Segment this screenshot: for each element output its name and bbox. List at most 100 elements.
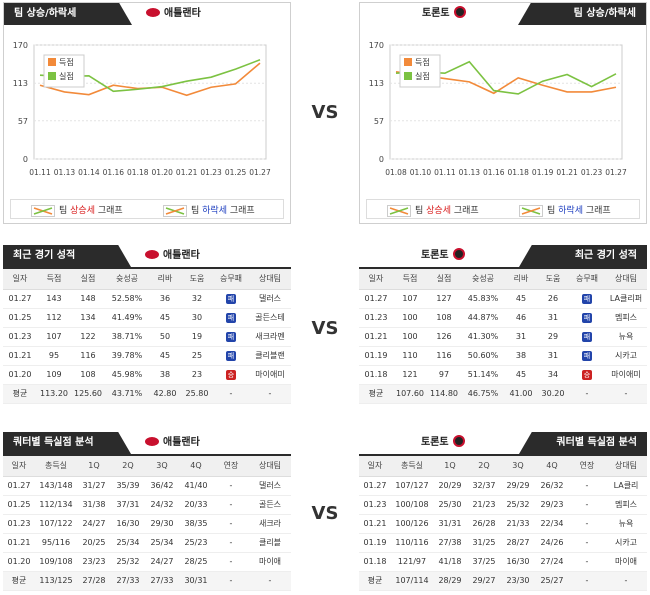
table-cell: 24/27 xyxy=(77,514,111,534)
table-cell: 31/27 xyxy=(77,476,111,496)
table-cell: - xyxy=(213,495,249,515)
table-cell: 39.78% xyxy=(105,346,149,366)
table-row: 01.27 107 127 45.83% 45 26 패 LA클리퍼 xyxy=(359,289,647,309)
table-cell: 116 xyxy=(71,346,105,366)
average-row: 평균 107.60 114.80 46.75% 41.00 30.20- - xyxy=(359,384,647,404)
table-cell: 31 xyxy=(537,346,569,366)
rise-graph-icon xyxy=(31,204,55,217)
column-header: 도움 xyxy=(537,269,569,290)
table-cell: 마이애 xyxy=(249,552,291,572)
right-chart-y-tick-label: 170 xyxy=(369,41,384,50)
column-header: 3Q xyxy=(501,456,535,477)
table-cell: 121 xyxy=(393,365,427,385)
table-cell: 25 xyxy=(181,346,213,366)
column-header: 득점 xyxy=(37,269,71,290)
table-row: 01.23 107/122 24/27 16/30 29/30 38/35- 새크라 xyxy=(3,514,291,534)
right-chart-legend-label: 실점 xyxy=(415,71,430,81)
table-cell: 23 xyxy=(181,365,213,385)
column-header: 3Q xyxy=(145,456,179,477)
column-header: 4Q xyxy=(179,456,213,477)
table-cell: 25/32 xyxy=(501,495,535,515)
table-cell: 108 xyxy=(427,308,461,328)
table-cell: 109 xyxy=(37,365,71,385)
table-cell: 16/30 xyxy=(111,514,145,534)
table-cell: 52.58% xyxy=(105,289,149,309)
table-cell: 01.25 xyxy=(3,308,37,328)
right-trend-team: 토론토 xyxy=(422,3,466,25)
table-row: 01.23 100 108 44.87% 46 31 패 멤피스 xyxy=(359,308,647,328)
right-quarter-title: 쿼터별 득실점 분석 xyxy=(519,432,647,454)
table-cell: 32/37 xyxy=(467,476,501,496)
right-quarter-panel: 토론토 쿼터별 득실점 분석 일자 총득실 1Q 2Q 3Q 4Q 연장 상대팀 01.27 10… xyxy=(359,432,647,594)
table-cell: 멤피스 xyxy=(605,308,647,328)
table-cell: 114.80 xyxy=(427,384,461,404)
right-trend-panel: 토론토 팀 상승/하락세 170 113 57 0 01.08 01.10 01.11 01.… xyxy=(359,2,647,224)
table-cell: 36 xyxy=(149,289,181,309)
column-header: 1Q xyxy=(77,456,111,477)
left-chart-legend-label: 득점 xyxy=(59,57,74,67)
table-cell: 마이애미 xyxy=(249,365,291,385)
right-fall-legend: 팀 하락세 그래프 xyxy=(519,203,611,217)
table-cell: 107 xyxy=(393,289,427,309)
column-header: 2Q xyxy=(111,456,145,477)
table-cell: 116 xyxy=(427,346,461,366)
table-cell: 20/25 xyxy=(77,533,111,553)
table-row: 01.25 112 134 41.49% 45 30 패 골든스테 xyxy=(3,308,291,328)
table-cell: 50.60% xyxy=(461,346,505,366)
column-header: 승무패 xyxy=(213,269,249,290)
table-cell: - xyxy=(569,476,605,496)
table-cell: LA클리퍼 xyxy=(605,289,647,309)
column-header: 총득실 xyxy=(391,456,433,477)
table-cell: 01.19 xyxy=(359,346,393,366)
left-chart-x-tick-label: 01.20 xyxy=(151,168,173,177)
table-cell: - xyxy=(569,514,605,534)
left-chart-legend-swatch xyxy=(48,72,56,80)
table-cell: 30.20 xyxy=(537,384,569,404)
loss-badge: 패 xyxy=(582,293,592,304)
loss-badge: 패 xyxy=(582,350,592,361)
table-cell: 29/29 xyxy=(501,476,535,496)
table-cell: 38 xyxy=(149,365,181,385)
table-cell: 29/30 xyxy=(145,514,179,534)
table-cell: 126 xyxy=(427,327,461,347)
table-cell: - xyxy=(605,571,647,591)
table-cell: 01.27 xyxy=(359,289,393,309)
column-header: 4Q xyxy=(535,456,569,477)
table-cell: 패 xyxy=(213,346,249,366)
table-cell: 30/31 xyxy=(179,571,213,591)
table-cell: 29/27 xyxy=(467,571,501,591)
table-cell: 38.71% xyxy=(105,327,149,347)
table-cell: 46 xyxy=(505,308,537,328)
table-cell: - xyxy=(213,384,249,404)
table-cell: 24/32 xyxy=(145,495,179,515)
left-trend-team: 애틀랜타 xyxy=(146,3,201,25)
table-cell: 43.71% xyxy=(105,384,149,404)
right-chart-x-tick-label: 01.16 xyxy=(483,168,505,177)
table-cell: 클리블랜 xyxy=(249,346,291,366)
loss-badge: 패 xyxy=(226,293,236,304)
left-rise-legend: 팀 상승세 그래프 xyxy=(31,203,123,217)
table-row: 01.20 109/108 23/23 25/32 24/27 28/25- 마이애 xyxy=(3,552,291,572)
right-recent-panel: 토론토 최근 경기 성적 일자 득점 실점 슛성공 리바 도움 승무패 상대팀 01.27 107… xyxy=(359,245,647,410)
left-chart-x-tick-label: 01.18 xyxy=(127,168,149,177)
table-cell: 30 xyxy=(181,308,213,328)
table-cell: 143 xyxy=(37,289,71,309)
table-cell: 27/24 xyxy=(535,552,569,572)
table-cell: 평균 xyxy=(3,571,35,591)
right-chart-x-tick-label: 01.19 xyxy=(532,168,554,177)
column-header: 일자 xyxy=(3,269,37,290)
table-row: 01.23 107 122 38.71% 50 19 패 새크라멘 xyxy=(3,327,291,347)
table-cell: - xyxy=(569,533,605,553)
table-cell: 25/27 xyxy=(535,571,569,591)
table-row: 01.21 100/126 31/31 26/28 21/33 22/34- 뉴욕 xyxy=(359,514,647,534)
table-cell: 01.20 xyxy=(3,365,37,385)
left-chart-y-tick-label: 0 xyxy=(23,155,28,164)
table-cell: 41.49% xyxy=(105,308,149,328)
table-cell: - xyxy=(213,533,249,553)
table-cell: - xyxy=(569,571,605,591)
column-header: 승무패 xyxy=(569,269,605,290)
left-chart-x-tick-label: 01.21 xyxy=(176,168,198,177)
table-cell: 01.18 xyxy=(359,552,391,572)
quarter-vs-label: VS xyxy=(311,503,339,524)
table-cell: 44.87% xyxy=(461,308,505,328)
